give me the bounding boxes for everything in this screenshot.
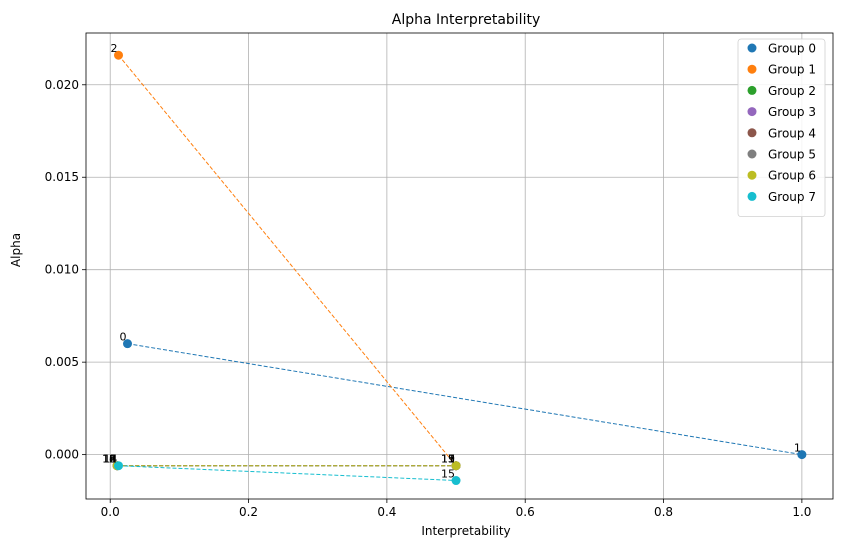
legend-marker-group-7 — [747, 191, 757, 201]
x-tick-label: 0.0 — [101, 505, 120, 519]
point-label-8: 8 — [109, 453, 116, 466]
y-tick-label: 0.005 — [45, 355, 79, 369]
legend-label-group-5: Group 5 — [768, 148, 816, 162]
chart-title: Alpha Interpretability — [392, 12, 540, 28]
x-tick-label: 0.2 — [239, 505, 258, 519]
legend-label-group-4: Group 4 — [768, 126, 816, 140]
legend-marker-group-3 — [747, 107, 757, 117]
legend-marker-group-0 — [747, 43, 757, 53]
legend-marker-group-4 — [747, 128, 757, 138]
point-label-10: 10 — [102, 453, 116, 466]
data-point-13 — [451, 461, 461, 471]
x-tick-label: 1.0 — [792, 505, 811, 519]
point-label-0: 0 — [120, 331, 127, 344]
axes-frame — [85, 32, 834, 500]
y-tick-label: 0.015 — [45, 170, 79, 184]
legend-label-group-7: Group 7 — [768, 190, 816, 204]
point-label-12: 12 — [102, 453, 116, 466]
legend-label-group-0: Group 0 — [768, 42, 816, 56]
point-label-6: 6 — [109, 453, 116, 466]
data-point-14 — [114, 461, 124, 471]
data-point-1 — [797, 450, 807, 460]
y-axis-label: Alpha — [9, 233, 23, 267]
point-label-11: 11 — [441, 453, 455, 466]
legend-marker-group-5 — [747, 149, 757, 159]
point-label-2: 2 — [111, 42, 118, 55]
data-point-0 — [123, 339, 132, 349]
y-tick-label: 0.010 — [45, 263, 79, 277]
point-label-9: 9 — [448, 453, 455, 466]
legend-label-group-3: Group 3 — [768, 105, 816, 119]
legend-label-group-1: Group 1 — [768, 63, 816, 77]
point-label-4: 4 — [109, 453, 116, 466]
legend-box — [737, 38, 826, 218]
series-line-group-7 — [118, 465, 457, 482]
legend-marker-group-2 — [747, 85, 757, 95]
x-axis-label: Interpretability — [421, 524, 510, 538]
x-tick-label: 0.8 — [654, 505, 673, 519]
point-label-3: 3 — [448, 453, 455, 466]
point-label-15: 15 — [441, 468, 455, 481]
x-tick-label: 0.6 — [516, 505, 535, 519]
legend-marker-group-6 — [747, 170, 757, 180]
y-tick-label: 0.020 — [45, 78, 79, 92]
legend-marker-group-1 — [747, 64, 757, 74]
data-point-2 — [114, 50, 124, 60]
legend-label-group-2: Group 2 — [768, 84, 816, 98]
point-label-14: 14 — [104, 453, 118, 466]
point-label-1: 1 — [794, 442, 801, 455]
point-label-5: 5 — [448, 453, 455, 466]
data-point-15 — [451, 476, 461, 486]
x-tick-label: 0.4 — [377, 505, 396, 519]
point-label-13: 13 — [441, 453, 455, 466]
y-tick-label: 0.000 — [45, 448, 79, 462]
legend: Group 0 Group 1 Group 2 Group 3 Group 4 Group… — [737, 38, 826, 218]
point-label-7: 7 — [448, 453, 455, 466]
series-line-group-1 — [118, 54, 457, 467]
legend-label-group-6: Group 6 — [768, 169, 816, 183]
